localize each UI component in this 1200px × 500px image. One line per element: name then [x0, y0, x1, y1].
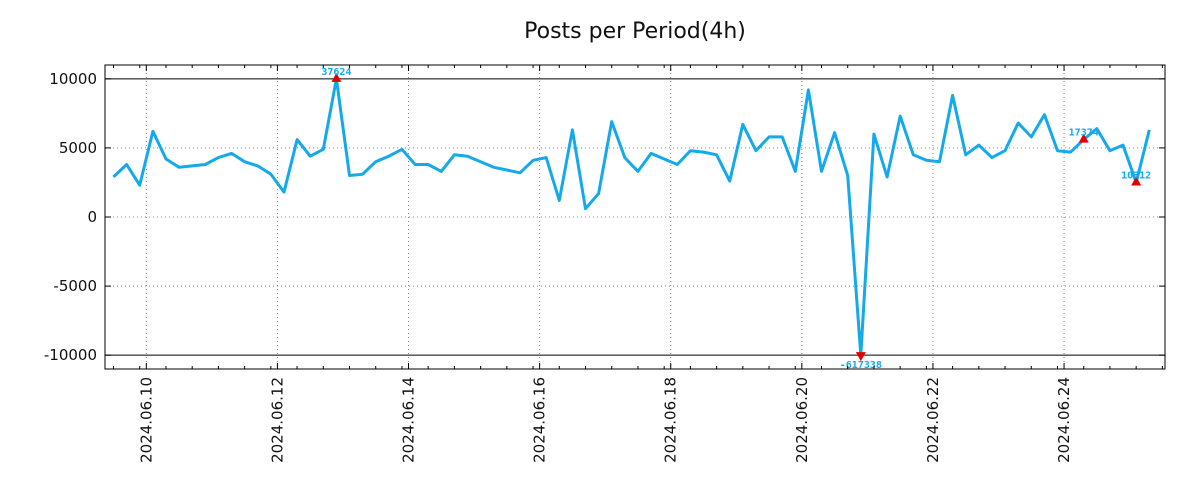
axis-layer: 2024.06.10 2024.06.12 2024.06.14 2024.06.16… — [44, 65, 1165, 463]
x-tick-label: 2024.06.12 — [268, 377, 286, 463]
annotation-label: -617338 — [840, 360, 882, 371]
reference-lines — [105, 78, 1165, 356]
annotation-label: 10312 — [1121, 170, 1151, 181]
y-tick-label: 10000 — [49, 70, 97, 88]
annotation-layer: 37624 -617338 17374 10312 — [321, 67, 1151, 371]
chart-title: Posts per Period(4h) — [524, 19, 746, 44]
x-tick-label: 2024.06.16 — [531, 377, 549, 463]
x-tick-label: 2024.06.20 — [793, 377, 811, 463]
annotation-marker — [1131, 176, 1142, 186]
y-tick-label: 5000 — [59, 139, 97, 157]
series-layer — [112, 77, 1151, 357]
annotation-label: 17374 — [1069, 128, 1099, 139]
plot-frame — [104, 64, 1166, 370]
annotation-label: 37624 — [321, 67, 351, 78]
annotation-marker — [1078, 133, 1089, 143]
y-tick-label: 0 — [87, 208, 97, 226]
annotation-marker — [331, 72, 342, 82]
x-tick-label: 2024.06.22 — [924, 377, 942, 463]
x-tick-label: 2024.06.18 — [662, 377, 680, 463]
x-tick-label: 2024.06.10 — [137, 377, 155, 463]
y-tick-label: -10000 — [44, 346, 97, 364]
x-tick-label: 2024.06.14 — [400, 377, 418, 463]
series-line-posts — [112, 77, 1151, 357]
annotation-marker — [855, 352, 866, 362]
grid-layer — [105, 65, 1165, 369]
y-tick-label: -5000 — [53, 277, 97, 295]
x-tick-label: 2024.06.24 — [1055, 377, 1073, 463]
